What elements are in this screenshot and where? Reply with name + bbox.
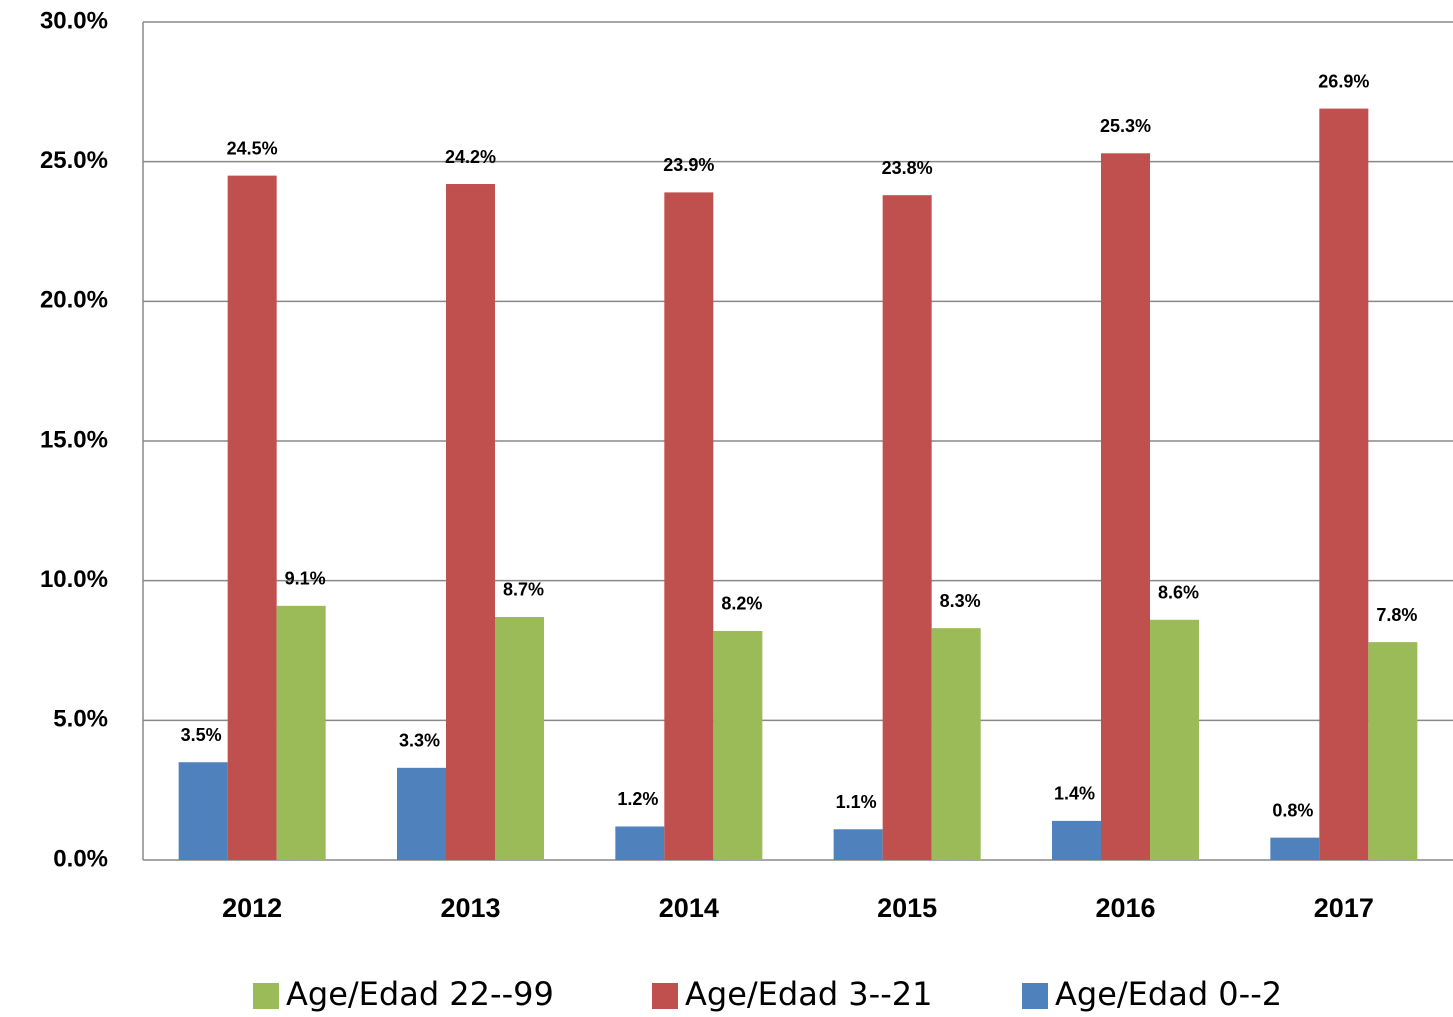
- bar: [713, 630, 763, 860]
- data-label: 24.2%: [445, 147, 496, 167]
- bar: [882, 195, 932, 861]
- bar: [1368, 642, 1418, 860]
- y-tick-label: 15.0%: [40, 426, 108, 453]
- data-label: 25.3%: [1100, 116, 1151, 136]
- data-label: 8.2%: [721, 594, 762, 614]
- bar: [178, 762, 228, 860]
- data-label: 8.6%: [1158, 583, 1199, 603]
- legend-swatch: [652, 983, 678, 1009]
- bar: [227, 175, 277, 861]
- data-label: 23.9%: [663, 155, 714, 175]
- legend-swatch: [253, 983, 279, 1009]
- data-label: 7.8%: [1376, 605, 1417, 625]
- data-label: 24.5%: [227, 138, 278, 158]
- data-label: 9.1%: [285, 569, 326, 589]
- data-label: 8.7%: [503, 580, 544, 600]
- bar: [495, 616, 544, 860]
- data-label: 1.4%: [1054, 784, 1095, 804]
- x-tick-label: 2014: [659, 893, 719, 923]
- data-label: 1.2%: [617, 789, 658, 809]
- bar: [615, 826, 665, 860]
- data-label: 23.8%: [882, 158, 933, 178]
- legend-label: Age/Edad 0--2: [1055, 975, 1282, 1013]
- data-label: 3.3%: [399, 731, 440, 751]
- bar: [1319, 108, 1369, 861]
- y-tick-label: 10.0%: [40, 566, 108, 593]
- bar: [931, 628, 981, 860]
- y-tick-label: 5.0%: [53, 706, 108, 733]
- x-tick-label: 2015: [877, 893, 937, 923]
- data-label: 26.9%: [1318, 71, 1369, 91]
- bar: [1150, 619, 1199, 860]
- x-tick-label: 2017: [1314, 893, 1374, 923]
- data-label: 8.3%: [940, 591, 981, 611]
- bar: [276, 605, 326, 860]
- y-tick-label: 25.0%: [40, 147, 108, 174]
- bar: [397, 767, 446, 860]
- bar: [1052, 820, 1101, 860]
- data-label: 3.5%: [181, 725, 222, 745]
- legend-swatch: [1022, 983, 1048, 1009]
- bar: [664, 192, 714, 861]
- bar: [1270, 837, 1320, 860]
- bar: [833, 829, 883, 860]
- y-tick-label: 30.0%: [40, 7, 108, 34]
- data-label: 1.1%: [836, 792, 877, 812]
- legend-label: Age/Edad 22--99: [286, 975, 554, 1013]
- x-tick-label: 2012: [222, 893, 282, 923]
- y-tick-label: 0.0%: [53, 845, 108, 872]
- x-tick-label: 2016: [1095, 893, 1155, 923]
- y-tick-label: 20.0%: [40, 287, 108, 314]
- bar: [446, 184, 495, 861]
- legend-label: Age/Edad 3--21: [685, 975, 932, 1013]
- x-tick-label: 2013: [440, 893, 500, 923]
- data-label: 0.8%: [1272, 800, 1313, 820]
- bar: [1101, 153, 1150, 860]
